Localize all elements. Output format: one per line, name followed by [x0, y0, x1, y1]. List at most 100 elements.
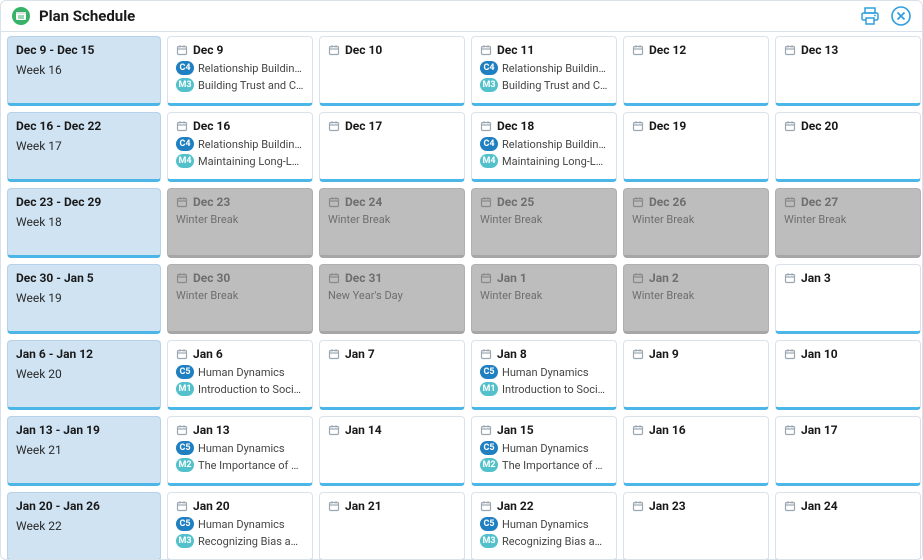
calendar-icon	[784, 196, 796, 208]
day-cell[interactable]: Jan 24	[775, 492, 921, 559]
schedule-entry[interactable]: C5 Human Dynamics	[480, 365, 608, 379]
day-note: Winter Break	[328, 213, 456, 226]
day-cell[interactable]: Dec 12	[623, 36, 769, 106]
entry-badge: M4	[480, 154, 498, 168]
calendar-icon	[480, 272, 492, 284]
entry-badge: C5	[480, 365, 498, 379]
day-cell[interactable]: Dec 13	[775, 36, 921, 106]
calendar-icon	[784, 44, 796, 56]
day-cell[interactable]: Jan 1Winter Break	[471, 264, 617, 334]
schedule-entry[interactable]: C4Relationship Building Basics	[480, 137, 608, 151]
day-cell[interactable]: Jan 7	[319, 340, 465, 410]
day-cell[interactable]: Dec 31New Year's Day	[319, 264, 465, 334]
day-date: Dec 23	[193, 195, 230, 209]
day-cell[interactable]: Jan 10	[775, 340, 921, 410]
day-date: Jan 8	[497, 347, 527, 361]
schedule-entry[interactable]: M1Introduction to Social and C...	[176, 382, 304, 396]
schedule-entry[interactable]: C4Relationship Building Basics	[176, 137, 304, 151]
day-cell[interactable]: Dec 19	[623, 112, 769, 182]
schedule-entry[interactable]: C5Human Dynamics	[176, 365, 304, 379]
schedule-entry[interactable]: C5Human Dynamics	[480, 441, 608, 455]
day-cell[interactable]: Jan 17	[775, 416, 921, 486]
schedule-scroll-area[interactable]: Dec 9 - Dec 15Week 16Dec 9C4Relationship…	[1, 32, 922, 559]
week-summary-cell[interactable]: Dec 30 - Jan 5Week 19	[7, 264, 161, 334]
schedule-entry[interactable]: C5Human Dynamics	[480, 517, 608, 531]
day-date: Dec 30	[193, 271, 230, 285]
calendar-icon	[784, 348, 796, 360]
day-cell[interactable]: Jan 3	[775, 264, 921, 334]
schedule-entry[interactable]: M3Building Trust and Connecti...	[176, 78, 304, 92]
week-summary-cell[interactable]: Jan 6 - Jan 12Week 20	[7, 340, 161, 410]
week-summary-cell[interactable]: Jan 20 - Jan 26Week 22	[7, 492, 161, 559]
day-cell[interactable]: Jan 22C5Human DynamicsM3Recognizing Bias…	[471, 492, 617, 559]
day-cell[interactable]: Dec 16C4Relationship Building BasicsM4Ma…	[167, 112, 313, 182]
day-cell[interactable]: Jan 23	[623, 492, 769, 559]
day-cell[interactable]: Dec 17	[319, 112, 465, 182]
calendar-icon	[480, 44, 492, 56]
entry-text: Human Dynamics	[198, 442, 285, 455]
day-note: Winter Break	[784, 213, 912, 226]
calendar-icon	[328, 44, 340, 56]
print-button[interactable]	[860, 7, 880, 25]
day-cell[interactable]: Dec 27Winter Break	[775, 188, 921, 258]
day-date: Jan 24	[801, 499, 838, 513]
day-cell[interactable]: Dec 20	[775, 112, 921, 182]
schedule-entry[interactable]: M2The Importance of Diversity	[480, 458, 608, 472]
day-cell[interactable]: Dec 9C4Relationship Building BasicsM3Bui…	[167, 36, 313, 106]
calendar-icon	[328, 424, 340, 436]
day-cell[interactable]: Jan 20C5Human DynamicsM3Recognizing Bias…	[167, 492, 313, 559]
day-cell[interactable]: Jan 16	[623, 416, 769, 486]
schedule-entry[interactable]: M4Maintaining Long-Lasting F...	[480, 154, 608, 168]
day-cell[interactable]: Jan 8 C5 Human Dynamics M1Introduction to S…	[471, 340, 617, 410]
day-cell[interactable]: Jan 9	[623, 340, 769, 410]
entry-text: Human Dynamics	[502, 366, 589, 379]
day-date: Dec 11	[497, 43, 534, 57]
calendar-icon	[632, 272, 644, 284]
day-cell[interactable]: Dec 30Winter Break	[167, 264, 313, 334]
day-cell[interactable]: Jan 14	[319, 416, 465, 486]
calendar-app-icon	[11, 6, 31, 26]
day-cell[interactable]: Jan 15C5Human DynamicsM2The Importance o…	[471, 416, 617, 486]
entry-badge: M3	[480, 78, 498, 92]
schedule-grid: Dec 9 - Dec 15Week 16Dec 9C4Relationship…	[7, 36, 916, 559]
schedule-entry[interactable]: C5Human Dynamics	[176, 517, 304, 531]
week-summary-cell[interactable]: Jan 13 - Jan 19Week 21	[7, 416, 161, 486]
day-cell[interactable]: Dec 10	[319, 36, 465, 106]
week-label: Week 20	[16, 367, 152, 381]
week-range: Dec 30 - Jan 5	[16, 271, 94, 285]
schedule-entry[interactable]: M1Introduction to Social and C...	[480, 382, 608, 396]
day-cell[interactable]: Jan 13 C5 Human Dynamics M2The Importance o…	[167, 416, 313, 486]
day-cell[interactable]: Dec 24Winter Break	[319, 188, 465, 258]
entry-text: The Importance of Diversity	[198, 459, 304, 472]
day-cell[interactable]: Dec 11 C4Relationship Building Basics M3Bu…	[471, 36, 617, 106]
day-date: Jan 21	[345, 499, 382, 513]
schedule-entry[interactable]: C4Relationship Building Basics	[480, 61, 608, 75]
week-summary-cell[interactable]: Dec 16 - Dec 22Week 17	[7, 112, 161, 182]
entry-text: Relationship Building Basics	[502, 138, 608, 151]
entry-badge: C5	[176, 441, 194, 455]
day-date: Jan 6	[193, 347, 223, 361]
day-cell[interactable]: Dec 23Winter Break	[167, 188, 313, 258]
day-cell[interactable]: Jan 21	[319, 492, 465, 559]
day-cell[interactable]: Jan 2Winter Break	[623, 264, 769, 334]
day-entries: C4Relationship Building Basics M4Maintain…	[176, 137, 304, 168]
week-summary-cell[interactable]: Dec 23 - Dec 29Week 18	[7, 188, 161, 258]
day-date: Jan 2	[649, 271, 679, 285]
close-button[interactable]	[890, 5, 912, 27]
week-summary-cell[interactable]: Dec 9 - Dec 15Week 16	[7, 36, 161, 106]
schedule-entry[interactable]: M3Recognizing Bias and Stere...	[480, 534, 608, 548]
schedule-entry[interactable]: M4Maintaining Long-Lasting F...	[176, 154, 304, 168]
schedule-entry[interactable]: C5 Human Dynamics	[176, 441, 304, 455]
day-cell[interactable]: Dec 18C4Relationship Building BasicsM4Ma…	[471, 112, 617, 182]
schedule-entry[interactable]: M2The Importance of Diversity	[176, 458, 304, 472]
day-date: Jan 13	[193, 423, 230, 437]
day-date: Dec 20	[801, 119, 838, 133]
schedule-entry[interactable]: C4Relationship Building Basics	[176, 61, 304, 75]
day-cell[interactable]: Dec 25Winter Break	[471, 188, 617, 258]
entry-badge: C5	[480, 441, 498, 455]
day-cell[interactable]: Dec 26Winter Break	[623, 188, 769, 258]
schedule-entry[interactable]: M3Recognizing Bias and Stere...	[176, 534, 304, 548]
schedule-entry[interactable]: M3Building Trust and Connecti...	[480, 78, 608, 92]
day-note: New Year's Day	[328, 289, 456, 302]
day-cell[interactable]: Jan 6 C5Human Dynamics M1Introduction to S…	[167, 340, 313, 410]
